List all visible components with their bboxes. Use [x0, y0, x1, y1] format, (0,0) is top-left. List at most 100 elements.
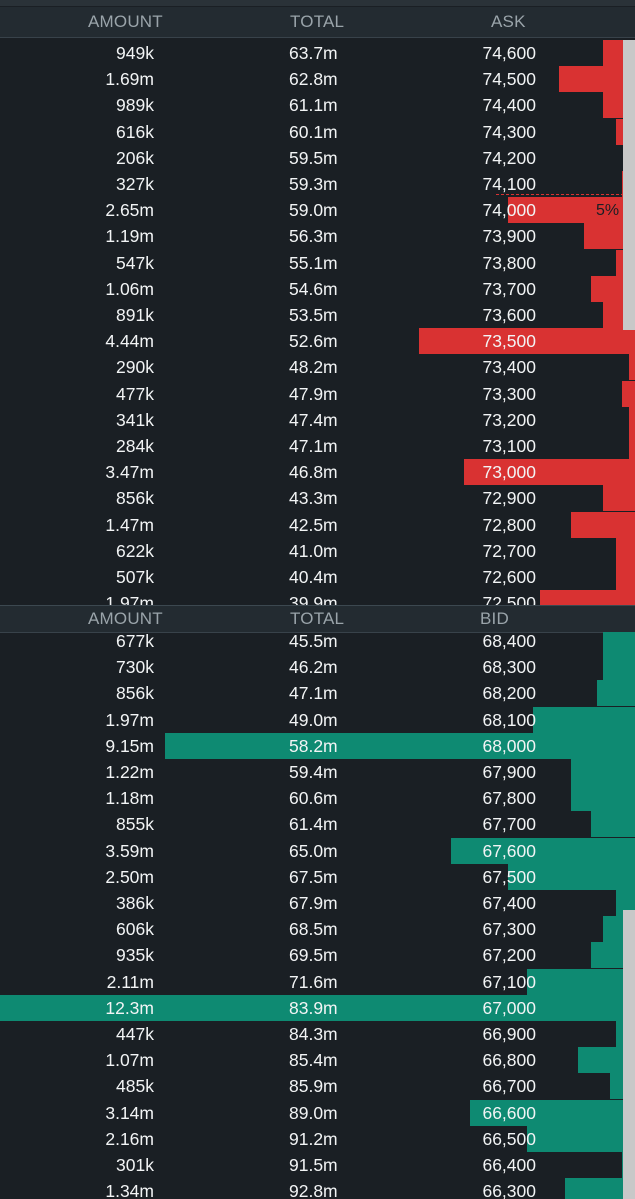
ask-order-row[interactable]: 290k 48.2m 73,400: [0, 354, 635, 381]
ask-amount-cell: 989k: [116, 95, 154, 116]
bid-order-row[interactable]: 730k 46.2m 68,300: [0, 654, 635, 681]
ask-amount-cell: 622k: [116, 540, 154, 561]
ask-amount-cell: 327k: [116, 174, 154, 194]
ask-order-row[interactable]: 1.69m 62.8m 74,500: [0, 66, 635, 93]
bid-total-cell: 61.4m: [289, 814, 338, 835]
bid-order-row[interactable]: 447k 84.3m 66,900: [0, 1021, 635, 1047]
ask-order-row[interactable]: 547k 55.1m 73,800: [0, 249, 635, 276]
ask-amount-cell: 1.47m: [105, 514, 154, 535]
bid-order-row[interactable]: 1.97m 49.0m 68,100: [0, 706, 635, 733]
ask-order-row[interactable]: 4.44m 52.6m 73,500: [0, 328, 635, 355]
ask-order-row[interactable]: 622k 41.0m 72,700: [0, 537, 635, 564]
ask-scrollbar[interactable]: [623, 40, 635, 330]
ask-order-row[interactable]: 2.65m 59.0m 74,000: [0, 197, 635, 224]
bid-depth-bar: [565, 1178, 635, 1199]
ask-amount-cell: 1.97m: [105, 593, 154, 605]
bid-price-cell: 66,700: [482, 1076, 536, 1097]
bid-price-cell: 66,900: [482, 1024, 536, 1044]
bid-depth-bar: [451, 837, 635, 864]
bid-order-row[interactable]: 9.15m 58.2m 68,000: [0, 732, 635, 759]
bid-amount-cell: 1.97m: [105, 709, 154, 730]
bid-total-cell: 91.2m: [289, 1128, 338, 1149]
bid-price-cell: 67,900: [482, 762, 536, 782]
ask-order-row[interactable]: 206k 59.5m 74,200: [0, 144, 635, 171]
bid-price-cell: 66,300: [482, 1181, 536, 1199]
bid-order-row[interactable]: 935k 69.5m 67,200: [0, 942, 635, 969]
bid-order-row[interactable]: 606k 68.5m 67,300: [0, 916, 635, 943]
bid-depth-bar: [533, 706, 635, 733]
ask-order-row[interactable]: 477k 47.9m 73,300: [0, 380, 635, 407]
bid-amount-cell: 301k: [116, 1155, 154, 1175]
bid-amount-cell: 485k: [116, 1076, 154, 1097]
bid-amount-cell: 1.22m: [105, 762, 154, 782]
ask-list[interactable]: 949k 63.7m 74,600 1.69m 62.8m 74,500 989k 61.1m…: [0, 40, 635, 605]
bid-price-cell: 68,200: [482, 683, 536, 704]
ask-price-cell: 73,000: [482, 462, 536, 483]
ask-total-cell: 40.4m: [289, 567, 338, 587]
bid-price-cell: 67,600: [482, 840, 536, 861]
ask-order-row[interactable]: 341k 47.4m 73,200: [0, 406, 635, 433]
bid-depth-bar: [571, 759, 635, 785]
bid-price-cell: 67,300: [482, 919, 536, 940]
bid-total-cell: 91.5m: [289, 1155, 338, 1175]
ask-amount-cell: 3.47m: [105, 462, 154, 483]
bid-depth-bar: [0, 994, 635, 1021]
bid-order-row[interactable]: 1.18m 60.6m 67,800: [0, 785, 635, 812]
bid-order-row[interactable]: 301k 91.5m 66,400: [0, 1152, 635, 1178]
bid-total-cell: 84.3m: [289, 1024, 338, 1044]
bid-header-total: TOTAL: [290, 609, 345, 628]
bid-amount-cell: 606k: [116, 919, 154, 940]
bid-order-row[interactable]: 855k 61.4m 67,700: [0, 811, 635, 838]
ask-total-cell: 59.0m: [289, 200, 338, 221]
ask-depth-bar: [603, 485, 635, 512]
bid-price-cell: 66,800: [482, 1050, 536, 1071]
ask-price-cell: 72,700: [482, 540, 536, 561]
bid-order-row[interactable]: 2.16m 91.2m 66,500: [0, 1125, 635, 1152]
ask-order-row[interactable]: 1.06m 54.6m 73,700: [0, 275, 635, 302]
bid-order-row[interactable]: 3.59m 65.0m 67,600: [0, 837, 635, 864]
bid-order-row[interactable]: 485k 85.9m 66,700: [0, 1073, 635, 1100]
bid-price-cell: 67,000: [482, 997, 536, 1018]
ask-order-row[interactable]: 1.97m 39.9m 72,500: [0, 590, 635, 605]
bid-order-row[interactable]: 677k 45.5m 68,400: [0, 632, 635, 654]
ask-order-row[interactable]: 507k 40.4m 72,600: [0, 564, 635, 590]
ask-order-row[interactable]: 989k 61.1m 74,400: [0, 92, 635, 119]
bid-header-price: BID: [480, 609, 509, 628]
ask-depth-bar: [629, 433, 635, 459]
bid-order-row[interactable]: 1.34m 92.8m 66,300: [0, 1178, 635, 1199]
bid-total-cell: 89.0m: [289, 1102, 338, 1123]
ask-total-cell: 59.3m: [289, 174, 338, 194]
ask-amount-cell: 547k: [116, 252, 154, 273]
ask-total-cell: 62.8m: [289, 69, 338, 90]
bid-order-row[interactable]: 3.14m 89.0m 66,600: [0, 1099, 635, 1126]
ask-total-cell: 47.4m: [289, 409, 338, 430]
bid-total-cell: 67.5m: [289, 866, 338, 887]
bid-price-cell: 68,300: [482, 657, 536, 678]
bid-amount-cell: 1.34m: [105, 1181, 154, 1199]
bid-scrollbar[interactable]: [623, 910, 635, 1199]
bid-total-cell: 59.4m: [289, 762, 338, 782]
depth-marker-label: 5%: [596, 202, 620, 219]
bid-order-row[interactable]: 2.11m 71.6m 67,100: [0, 968, 635, 995]
bid-list[interactable]: 677k 45.5m 68,400 730k 46.2m 68,300 856k 47.1m 6…: [0, 632, 635, 1199]
bid-total-cell: 71.6m: [289, 971, 338, 992]
bid-amount-cell: 12.3m: [105, 997, 154, 1018]
bid-order-row[interactable]: 2.50m 67.5m 67,500: [0, 863, 635, 890]
bid-amount-cell: 386k: [116, 893, 154, 913]
ask-total-cell: 47.1m: [289, 436, 338, 456]
ask-order-row[interactable]: 616k 60.1m 74,300: [0, 118, 635, 145]
bid-order-row[interactable]: 386k 67.9m 67,400: [0, 890, 635, 916]
ask-order-row[interactable]: 891k 53.5m 73,600: [0, 302, 635, 328]
bid-order-row[interactable]: 12.3m 83.9m 67,000: [0, 994, 635, 1021]
ask-order-row[interactable]: 949k 63.7m 74,600: [0, 40, 635, 66]
bid-order-row[interactable]: 1.22m 59.4m 67,900: [0, 759, 635, 785]
ask-order-row[interactable]: 856k 43.3m 72,900: [0, 485, 635, 512]
ask-order-row[interactable]: 284k 47.1m 73,100: [0, 433, 635, 459]
ask-order-row[interactable]: 1.19m 56.3m 73,900: [0, 223, 635, 250]
bid-amount-cell: 677k: [116, 632, 154, 651]
ask-order-row[interactable]: 3.47m 46.8m 73,000: [0, 459, 635, 486]
bid-order-row[interactable]: 856k 47.1m 68,200: [0, 680, 635, 707]
bid-total-cell: 47.1m: [289, 683, 338, 704]
bid-order-row[interactable]: 1.07m 85.4m 66,800: [0, 1047, 635, 1074]
ask-order-row[interactable]: 1.47m 42.5m 72,800: [0, 511, 635, 538]
